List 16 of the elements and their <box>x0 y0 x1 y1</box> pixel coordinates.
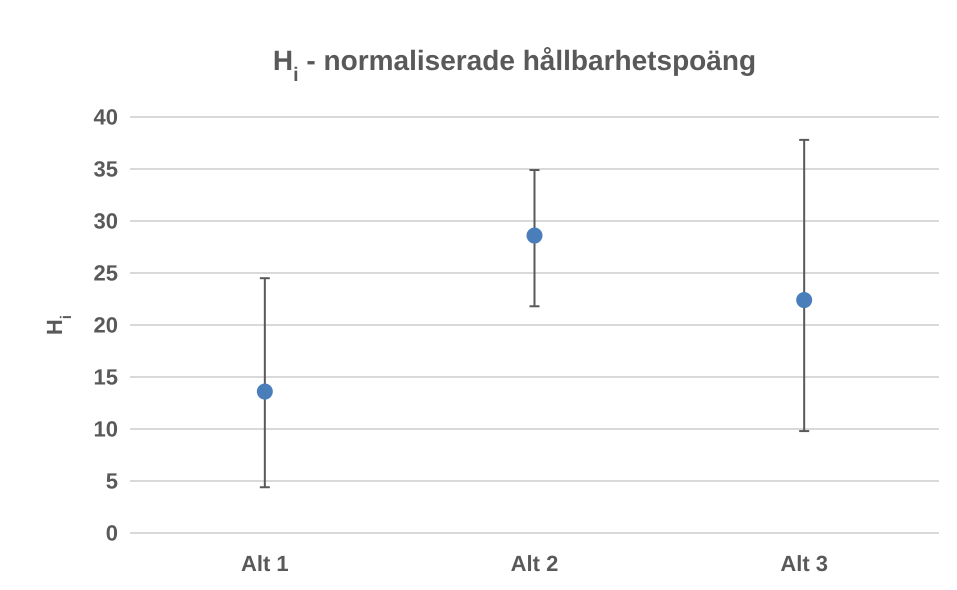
y-tick-label: 30 <box>94 208 118 234</box>
point <box>796 292 812 308</box>
x-tick-label: Alt 2 <box>510 551 558 576</box>
y-tick-label: 20 <box>94 312 118 338</box>
y-tick-label: 0 <box>106 520 118 546</box>
y-tick-label: 35 <box>94 156 118 182</box>
point <box>526 228 542 244</box>
point <box>256 384 273 400</box>
y-tick-label: 15 <box>94 364 118 390</box>
chart-title: H$_{i}$ - normaliserade hållbarhetspoäng <box>272 45 756 86</box>
y-tick-label: 25 <box>94 260 118 286</box>
y-tick-label: 40 <box>94 104 118 130</box>
y-tick-label: 10 <box>94 416 118 442</box>
x-tick-label: Alt 1 <box>240 551 289 576</box>
x-tick-label: Alt 3 <box>780 551 828 576</box>
y-tick-label: 5 <box>106 468 118 494</box>
